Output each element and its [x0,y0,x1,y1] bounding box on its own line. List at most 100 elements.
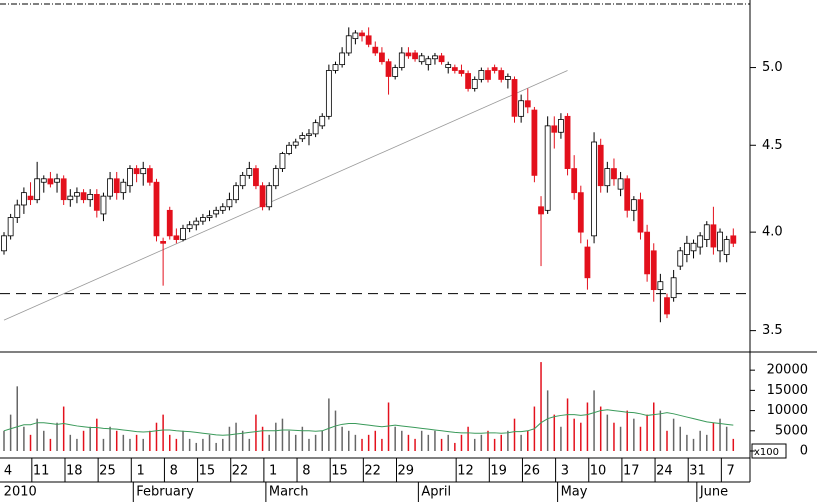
candle-body [173,235,180,240]
trend-line [3,70,568,321]
candle-body [504,76,511,80]
candle-body [219,206,226,211]
x-tick-label: 3 [561,464,569,479]
candle-body [398,52,405,68]
candle-body [604,168,611,187]
candle-body [630,199,637,211]
candle-body [67,195,74,201]
x-tick-label: 17 [623,464,640,479]
candle-body [730,235,737,244]
candle-body [27,195,34,201]
month-label: February [136,485,194,500]
candle-body [670,277,677,299]
candle-body [160,241,167,244]
candle-body [213,209,220,215]
x-tick-label: 7 [727,464,735,479]
candle-body [279,153,286,169]
candle-body [113,178,120,194]
candle-body [93,193,100,211]
candle-body [664,297,670,315]
candle-body [471,79,478,89]
candle-body [372,46,379,54]
candle-body [40,178,47,183]
volume-tick-label: 5000 [775,423,808,438]
candle-body [703,224,710,240]
volume-tick-label: 0 [800,444,808,459]
x-tick-label: 29 [398,464,415,479]
candle-body [34,178,41,201]
candle-body [577,192,584,233]
candle-body [286,144,292,154]
month-label: March [269,485,309,500]
candle-body [650,250,657,291]
month-label: April [421,485,451,500]
x-tick-label: 22 [232,464,249,479]
candle-body [80,192,87,201]
candle-body [465,73,472,89]
y-tick-label: 3.5 [762,323,783,338]
volume-tick-label: 10000 [767,403,808,418]
candle-body [253,168,259,187]
y-tick-label: 5.0 [762,60,783,75]
candle-body [100,195,107,215]
candle-body [352,32,359,40]
x-tick-label: 24 [656,464,673,479]
candle-body [458,70,465,74]
candle-body [233,185,239,201]
month-label: 2010 [4,485,37,500]
candle-body [571,168,578,194]
candle-body [690,242,697,252]
candle-body [558,119,564,133]
x-tick-label: 10 [590,464,607,479]
candle-body [14,204,21,218]
candle-body [451,67,458,71]
candle-body [20,192,27,206]
candle-body [551,125,558,133]
candle-body [723,239,730,256]
candle-body [438,55,445,63]
candle-body [485,70,491,80]
candle-body [412,52,418,60]
x-tick-label: 12 [457,464,474,479]
candle-body [717,231,723,252]
candle-body [319,115,326,127]
candle-body [683,242,690,256]
candle-body [710,224,717,248]
volume-unit: x100 [754,447,779,458]
candle-body [644,231,651,275]
candle-body [385,61,392,77]
volume-tick-label: 15000 [767,383,808,398]
candle-body [87,193,94,201]
x-tick-label: 8 [302,464,310,479]
volume-tick-label: 20000 [767,363,808,378]
candle-body [226,199,233,208]
candle-body [140,168,147,175]
x-tick-label: 19 [490,464,507,479]
candle-body [657,281,664,291]
candle-body [153,181,160,237]
candle-body [266,185,273,208]
month-label: June [699,485,728,500]
candle-body [617,178,624,190]
candle-body [677,250,684,267]
candle-body [306,133,312,136]
candle-body [246,168,253,176]
candle-body [491,67,498,71]
candle-body [272,168,279,187]
x-tick-label: 15 [331,464,348,479]
candle-body [325,70,332,117]
candle-body [312,122,319,135]
candle-body [180,228,186,240]
y-tick-label: 4.5 [762,138,783,153]
x-tick-label: 31 [689,464,706,479]
candle-body [206,215,213,218]
candle-body [405,52,412,57]
candle-body [591,141,597,237]
candle-body [1,235,7,252]
candle-body [199,217,206,222]
candle-body [292,141,299,146]
candle-body [538,206,544,215]
candle-body [299,135,306,140]
candle-body [432,55,438,60]
